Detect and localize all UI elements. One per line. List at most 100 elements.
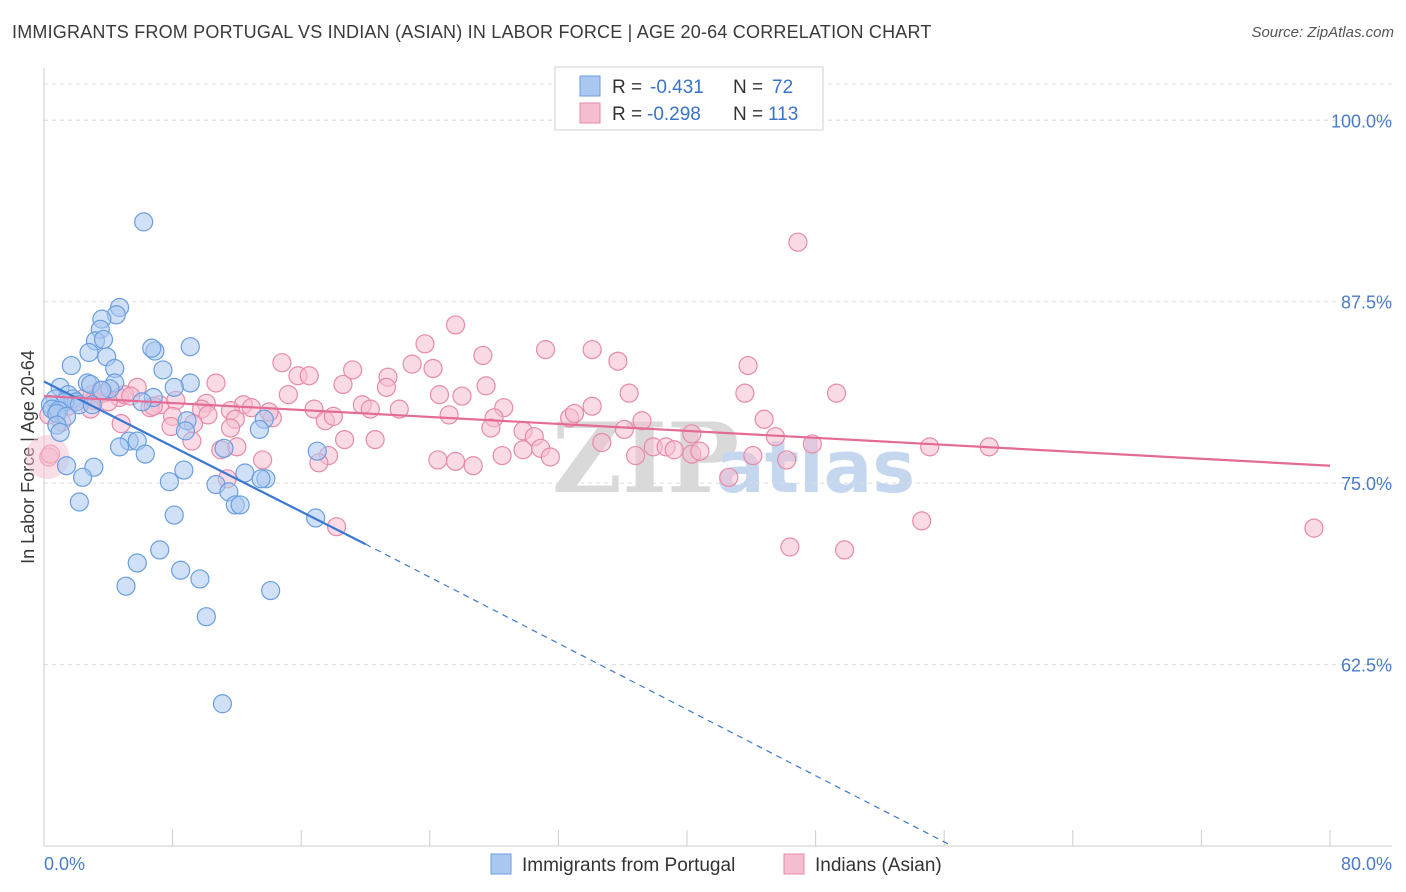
indians-asian-point: [206, 373, 226, 393]
indians-asian-point: [463, 456, 483, 476]
portugal-point: [116, 576, 136, 596]
portugal-point: [72, 467, 93, 487]
indians-asian-point: [564, 403, 585, 424]
indians-asian-point: [788, 232, 808, 252]
indians-asian-trend-line: [43, 394, 1331, 467]
y-tick-label: 75.0%: [1341, 474, 1392, 494]
portugal-point: [307, 441, 327, 461]
indians-asian-point: [802, 434, 822, 454]
legend-n-value-2: 113: [768, 104, 798, 125]
indians-asian-point: [445, 315, 466, 335]
source-credit: Source: ZipAtlas.com: [1251, 24, 1394, 41]
indians-asian-point: [481, 418, 501, 438]
indians-asian-point: [452, 386, 472, 406]
portugal-point: [261, 580, 281, 601]
indians-asian-point: [1304, 518, 1324, 538]
indians-asian-point: [278, 385, 298, 405]
portugal-point: [56, 456, 77, 476]
portugal-point: [79, 342, 99, 363]
portugal-points: [40, 212, 327, 714]
portugal-point: [50, 422, 70, 442]
indians-asian-point: [743, 445, 763, 466]
y-tick-label: 100.0%: [1331, 111, 1392, 131]
indians-asian-point: [253, 450, 273, 470]
portugal-point: [171, 560, 191, 580]
indians-asian-point: [415, 334, 435, 354]
watermark: ZIP atlas: [552, 402, 915, 515]
portugal-point: [196, 607, 216, 627]
portugal-point: [134, 212, 154, 232]
indians-asian-point: [754, 409, 774, 429]
portugal-point: [93, 329, 114, 350]
portugal-point: [251, 469, 271, 489]
indians-asian-point: [439, 405, 459, 425]
portugal-point: [142, 338, 162, 358]
indians-asian-point: [614, 419, 634, 440]
indians-asian-point: [690, 441, 710, 461]
indians-asian-point: [376, 377, 396, 397]
indians-asian-point: [920, 437, 940, 457]
indians-asian-point: [664, 440, 684, 460]
indians-asian-point: [592, 432, 612, 453]
portugal-point: [230, 495, 250, 515]
indians-asian-point: [220, 418, 241, 438]
indians-asian-point: [323, 406, 343, 426]
indians-asian-point: [476, 376, 496, 396]
indians-asian-point: [535, 340, 556, 360]
indians-asian-point: [428, 450, 448, 470]
portugal-point: [127, 553, 147, 573]
indians-asian-point: [360, 399, 380, 419]
indians-asian-point: [389, 399, 409, 419]
bottom-legend-swatch-portugal: [490, 853, 512, 875]
gridlines: [44, 83, 1392, 666]
indians-asian-point: [402, 354, 422, 374]
portugal-trend-extension: [365, 543, 953, 847]
indians-asian-point: [625, 445, 646, 466]
indians-asian-point: [777, 450, 797, 470]
indians-asian-point: [912, 511, 932, 531]
indians-asian-point: [473, 345, 493, 366]
portugal-point: [159, 472, 179, 492]
indians-asian-point: [582, 340, 602, 360]
bottom-legend-label-indians: Indians (Asian): [815, 855, 942, 876]
legend-n-value-1: 72: [772, 77, 793, 98]
portugal-point: [150, 540, 170, 560]
portugal-point: [135, 444, 155, 464]
x-ticks: [43, 830, 1331, 846]
legend-swatch-portugal: [579, 75, 601, 97]
y-tick-label: 87.5%: [1341, 293, 1392, 313]
indians-asian-point: [834, 540, 855, 560]
portugal-point: [109, 437, 130, 457]
indians-asian-point: [333, 374, 353, 395]
indians-asian-point: [335, 430, 355, 450]
portugal-point: [164, 505, 184, 525]
indians-asian-point: [608, 351, 628, 371]
portugal-point: [174, 460, 194, 480]
indians-asian-point: [445, 451, 466, 471]
legend-r-value-1: -0.431: [650, 77, 704, 98]
indians-asian-point: [343, 360, 363, 380]
y-tick-label: 62.5%: [1341, 656, 1392, 676]
x-tick-label-min: 0.0%: [44, 854, 85, 874]
chart-title: IMMIGRANTS FROM PORTUGAL VS INDIAN (ASIA…: [12, 22, 932, 42]
indians-asian-point: [365, 430, 385, 450]
portugal-point: [164, 377, 184, 397]
bottom-legend-label-portugal: Immigrants from Portugal: [522, 855, 735, 876]
indians-asian-point: [780, 537, 800, 557]
legend-r-label-2: R =: [612, 104, 642, 125]
portugal-trend-line: [43, 380, 366, 546]
portugal-point: [212, 694, 233, 714]
legend-swatch-indians: [579, 102, 601, 124]
indians-asian-point: [619, 383, 639, 403]
indians-asian-point: [423, 358, 443, 379]
indians-asian-point: [492, 445, 512, 466]
portugal-point: [180, 337, 200, 357]
y-tick-labels: 62.5% 75.0% 87.5% 100.0%: [1331, 111, 1392, 675]
indians-asian-point: [735, 383, 755, 403]
indians-asian-point: [299, 366, 319, 386]
legend-r-value-2: -0.298: [647, 104, 701, 125]
portugal-point: [175, 421, 196, 441]
top-legend: R = -0.431 N = 72 R = -0.298 N = 113: [554, 66, 824, 131]
portugal-point: [69, 492, 89, 512]
